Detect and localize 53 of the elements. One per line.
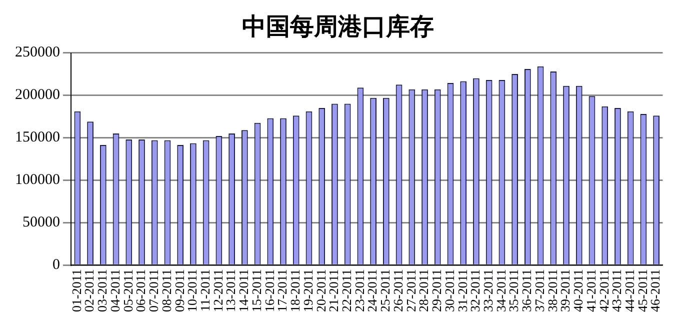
x-tick-label: 35-2011 <box>506 269 522 312</box>
x-tick-label: 14-2011 <box>236 269 252 312</box>
x-tick-label: 34-2011 <box>493 269 508 312</box>
x-tick-label: 13-2011 <box>223 269 238 312</box>
x-tick-label: 33-2011 <box>480 269 496 312</box>
x-tick-label: 24-2011 <box>364 269 380 312</box>
x-tick-label: 22-2011 <box>339 269 354 312</box>
x-tick-label: 39-2011 <box>558 269 573 312</box>
x-tick-label: 18-2011 <box>288 269 303 312</box>
x-tick-label: 40-2011 <box>570 269 586 312</box>
x-tick-label: 02-2011 <box>82 269 97 312</box>
x-tick-label: 04-2011 <box>107 269 122 312</box>
x-tick-label: 28-2011 <box>416 269 432 312</box>
x-tick-label: 09-2011 <box>172 269 187 312</box>
x-tick-label: 21-2011 <box>326 269 342 312</box>
x-tick-label: 26-2011 <box>390 269 406 312</box>
x-tick-label: 17-2011 <box>274 269 290 312</box>
x-tick-label: 42-2011 <box>596 269 612 312</box>
x-tick-label: 32-2011 <box>468 269 483 312</box>
x-tick-label: 16-2011 <box>262 269 277 312</box>
x-tick-label: 25-2011 <box>378 269 393 312</box>
chart-title: 中国每周港口库存 <box>242 12 434 41</box>
y-tick-label: 50000 <box>22 214 60 231</box>
x-tick-label: 12-2011 <box>210 269 226 312</box>
x-tick-label: 08-2011 <box>158 269 174 312</box>
x-tick-label: 01-2011 <box>68 269 84 312</box>
x-tick-label: 44-2011 <box>622 269 638 312</box>
x-tick-label: 06-2011 <box>133 269 148 312</box>
x-tick-label: 30-2011 <box>442 269 457 312</box>
x-tick-label: 36-2011 <box>519 269 534 312</box>
x-tick-label: 03-2011 <box>94 269 110 312</box>
y-tick-label: 250000 <box>15 44 60 61</box>
x-tick-label: 27-2011 <box>403 269 418 312</box>
x-tick-label: 41-2011 <box>583 269 598 312</box>
x-tick-label: 11-2011 <box>197 269 212 312</box>
y-tick-label: 150000 <box>15 130 60 146</box>
x-tick-label: 37-2011 <box>532 269 547 312</box>
x-tick-label: 29-2011 <box>429 269 444 312</box>
y-tick-label: 200000 <box>15 87 60 104</box>
y-tick-label: 0 <box>52 257 60 274</box>
x-tick-label: 07-2011 <box>146 269 162 312</box>
x-tick-label: 46-2011 <box>648 269 663 312</box>
x-tick-label: 43-2011 <box>609 269 624 312</box>
x-tick-label: 38-2011 <box>544 269 560 312</box>
y-tick-label: 100000 <box>15 172 60 188</box>
x-tick-label: 10-2011 <box>184 269 200 312</box>
x-tick-label: 31-2011 <box>454 269 470 312</box>
x-tick-label: 19-2011 <box>300 269 316 312</box>
x-tick-label: 23-2011 <box>352 269 367 312</box>
x-tick-label: 45-2011 <box>634 269 650 312</box>
x-tick-label: 15-2011 <box>248 269 264 312</box>
x-tick-label: 05-2011 <box>120 269 136 312</box>
x-tick-label: 20-2011 <box>313 269 328 312</box>
